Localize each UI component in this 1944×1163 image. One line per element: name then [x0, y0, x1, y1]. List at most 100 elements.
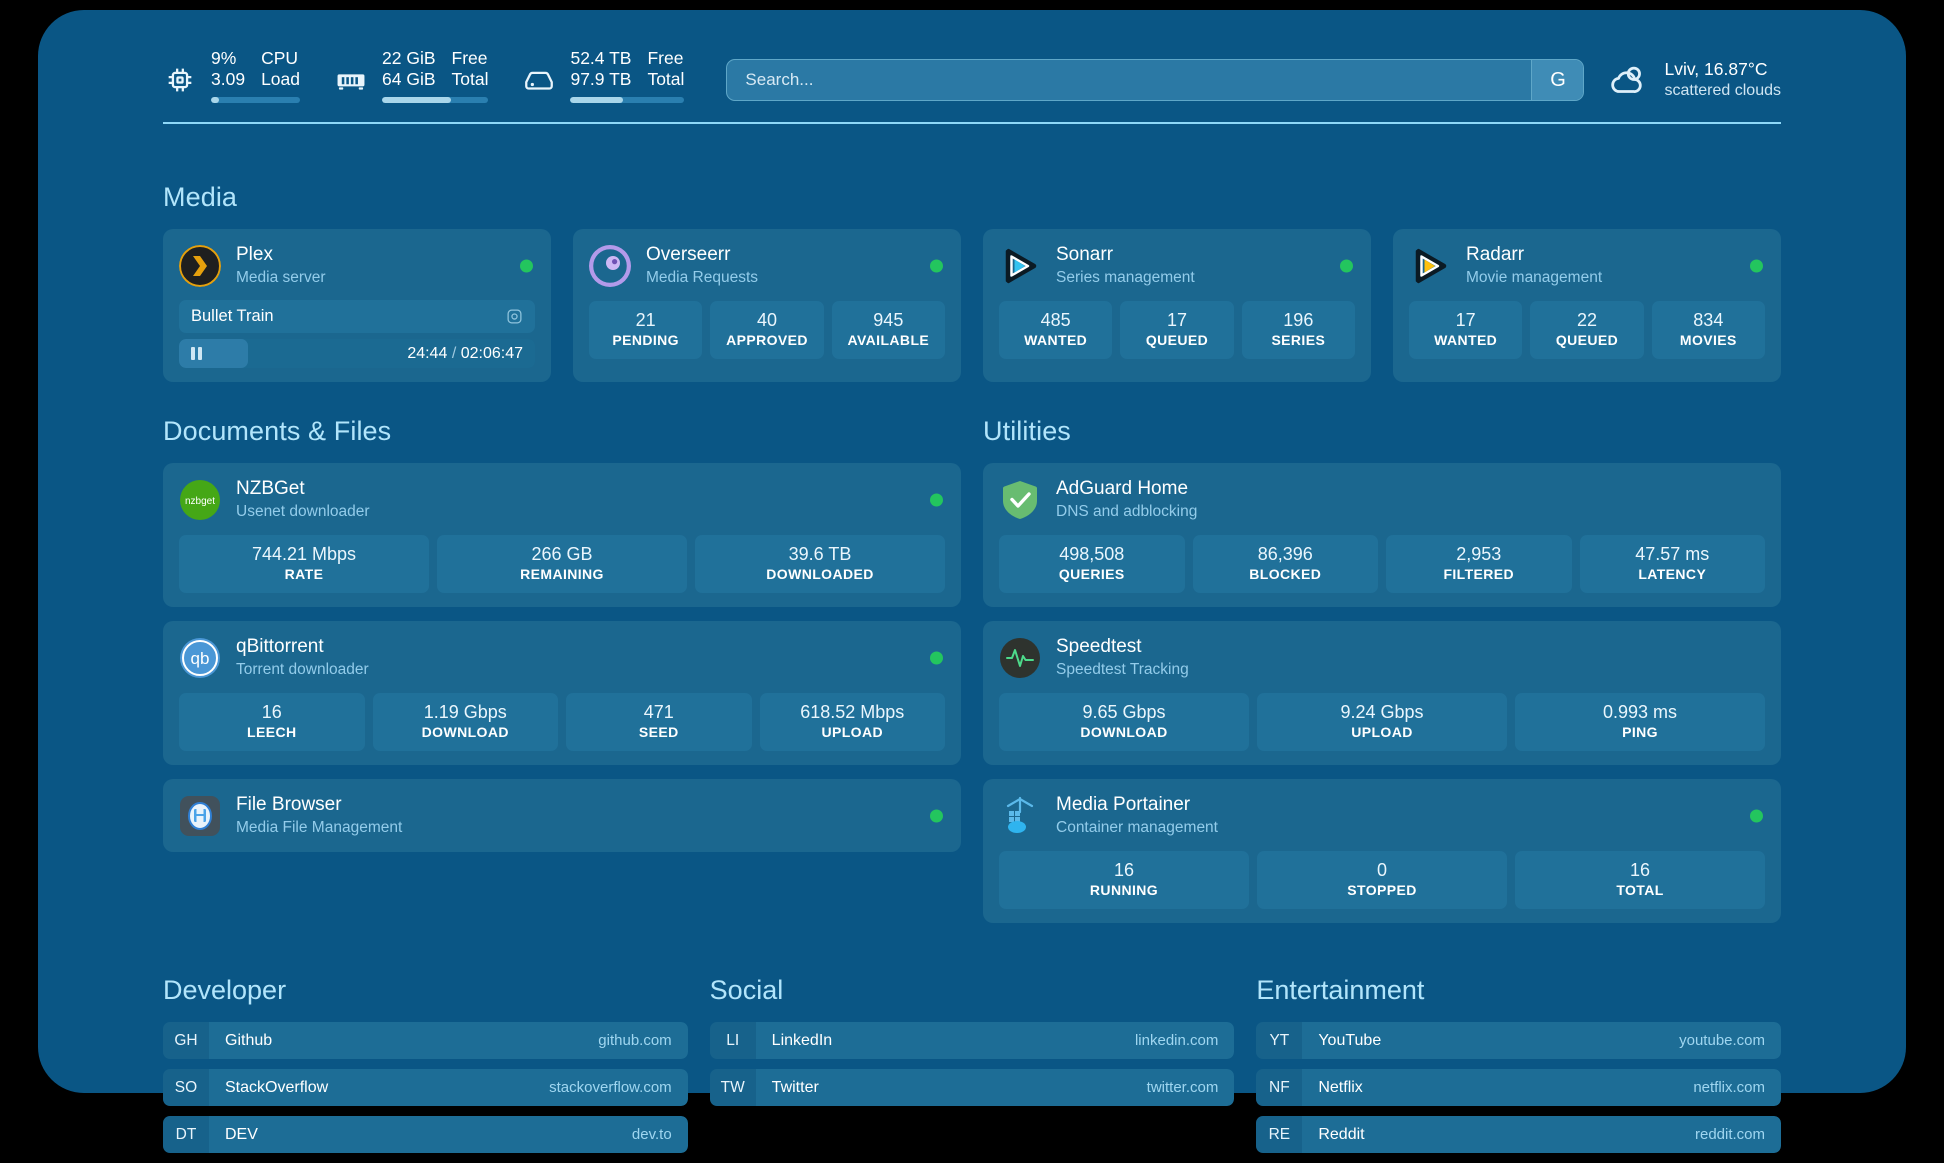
bookmark-item-twitter[interactable]: TW Twitter twitter.com — [709, 1069, 1235, 1106]
memory-value-bottom: 64 GiB — [382, 68, 436, 89]
bookmark-name: Github — [225, 1031, 273, 1049]
stat-value: 744.21 Mbps — [251, 544, 357, 564]
stat-value: 2,953 — [1456, 544, 1502, 564]
adguard-name: AdGuard Home — [1056, 478, 1189, 499]
nzbget-desc: Usenet downloader — [236, 503, 370, 520]
cpu-icon — [163, 63, 197, 97]
card-adguard[interactable]: AdGuard Home DNS and adblocking 498,508 … — [983, 463, 1781, 607]
svg-text:nzbget: nzbget — [185, 496, 215, 507]
status-badge-nzbget — [930, 493, 943, 506]
bookmark-item-linkedin[interactable]: LI LinkedIn linkedin.com — [709, 1022, 1235, 1059]
weather-condition: scattered clouds — [1664, 82, 1781, 99]
bookmark-url: twitter.com — [1146, 1079, 1219, 1096]
system-stat-memory: 22 GiB Free 64 GiB Total — [334, 48, 489, 113]
bookmark-item-reddit[interactable]: RE Reddit reddit.com — [1256, 1116, 1782, 1153]
bookmark-url: youtube.com — [1679, 1032, 1766, 1049]
plex-elapsed: 24:44 — [407, 344, 448, 362]
status-badge-sonarr — [1340, 259, 1353, 272]
search-input[interactable] — [727, 60, 1532, 100]
stat-item: 266 GB REMAINING — [437, 535, 687, 593]
stat-label: RATE — [284, 566, 324, 582]
portainer-texts: Media Portainer Container management — [1056, 793, 1218, 838]
card-overseerr-header: Overseerr Media Requests — [589, 243, 945, 288]
qbittorrent-icon: qb — [179, 637, 221, 679]
plex-texts: Plex Media server — [236, 243, 326, 288]
weather-widget: Lviv, 16.87°C scattered clouds — [1606, 58, 1781, 102]
status-badge-filebrowser — [930, 809, 943, 822]
disk-label-bottom: Total — [647, 68, 685, 89]
nzbget-icon: nzbget — [179, 479, 221, 521]
status-badge-radarr — [1750, 259, 1763, 272]
card-qbittorrent[interactable]: qb qBittorrent Torrent downloader 16 LEE… — [163, 621, 961, 765]
card-portainer[interactable]: Media Portainer Container management 16 … — [983, 779, 1781, 923]
plex-progress-bar[interactable]: 24:44 / 02:06:47 — [179, 339, 535, 368]
bookmark-item-github[interactable]: GH Github github.com — [163, 1022, 688, 1059]
card-filebrowser-header: File Browser Media File Management — [179, 793, 945, 838]
stat-value: 17 — [1166, 310, 1187, 330]
stat-label: DOWNLOAD — [1080, 724, 1168, 740]
stat-value: 9.24 Gbps — [1340, 702, 1424, 722]
stat-value: 471 — [643, 702, 674, 722]
bookmark-item-netflix[interactable]: NF Netflix netflix.com — [1256, 1069, 1782, 1106]
bookmark-name: LinkedIn — [771, 1031, 833, 1049]
nzbget-stats: 744.21 Mbps RATE 266 GB REMAINING 39.6 T… — [179, 535, 945, 593]
card-speedtest[interactable]: Speedtest Speedtest Tracking 9.65 Gbps D… — [983, 621, 1781, 765]
card-overseerr[interactable]: Overseerr Media Requests 21 PENDING 40 A… — [573, 229, 961, 382]
search-bar[interactable]: G — [726, 59, 1585, 101]
plex-time-separator: / — [451, 344, 457, 362]
card-plex[interactable]: Plex Media server Bullet Train — [163, 229, 551, 382]
stat-value: 485 — [1040, 310, 1071, 330]
status-badge-overseerr — [930, 259, 943, 272]
stat-label: STOPPED — [1347, 882, 1417, 898]
stat-label: UPLOAD — [821, 724, 883, 740]
bookmark-group-title: Developer — [163, 975, 287, 1005]
bookmark-url: stackoverflow.com — [549, 1079, 672, 1096]
card-filebrowser[interactable]: File Browser Media File Management — [163, 779, 961, 852]
bookmark-name: YouTube — [1318, 1031, 1382, 1049]
search-provider-button[interactable]: G — [1531, 60, 1584, 100]
qbittorrent-stats: 16 LEECH 1.19 Gbps DOWNLOAD 471 SEED 6 — [179, 693, 945, 751]
stat-label: FILTERED — [1443, 566, 1515, 582]
gear-icon[interactable] — [506, 308, 523, 325]
bookmark-name: DEV — [225, 1125, 258, 1143]
card-sonarr[interactable]: Sonarr Series management 485 WANTED 17 Q… — [983, 229, 1371, 382]
bookmark-item-youtube[interactable]: YT YouTube youtube.com — [1256, 1022, 1782, 1059]
stat-item: 16 TOTAL — [1515, 851, 1765, 909]
qbittorrent-texts: qBittorrent Torrent downloader — [236, 635, 369, 680]
stat-item: 86,396 BLOCKED — [1192, 535, 1378, 593]
cloud-icon — [1606, 58, 1650, 102]
card-sonarr-header: Sonarr Series management — [999, 243, 1355, 288]
bookmark-main: Reddit reddit.com — [1302, 1116, 1782, 1153]
dashboard-frame: 9% CPU 3.09 Load 22 GiB — [38, 10, 1906, 1153]
portainer-icon — [999, 795, 1041, 837]
pause-icon[interactable] — [191, 347, 202, 360]
stat-label: SEED — [638, 724, 679, 740]
plex-name: Plex — [236, 244, 273, 265]
bookmarks-grid: Developer GH Github github.com SO StackO… — [163, 975, 1782, 1163]
bookmark-item-dev[interactable]: DT DEV dev.to — [163, 1116, 688, 1153]
header-bar: 9% CPU 3.09 Load 22 GiB — [163, 38, 1781, 124]
card-nzbget[interactable]: nzbget NZBGet Usenet downloader 744.21 M… — [163, 463, 961, 607]
radarr-texts: Radarr Movie management — [1466, 243, 1602, 288]
stat-label: LATENCY — [1638, 566, 1707, 582]
media-cards-row: Plex Media server Bullet Train — [163, 229, 1781, 382]
adguard-texts: AdGuard Home DNS and adblocking — [1056, 477, 1197, 522]
stat-item: 0.993 ms PING — [1515, 693, 1765, 751]
card-adguard-header: AdGuard Home DNS and adblocking — [999, 477, 1765, 522]
bookmark-item-stackoverflow[interactable]: SO StackOverflow stackoverflow.com — [163, 1069, 688, 1106]
stat-value: 86,396 — [1257, 544, 1313, 564]
card-radarr[interactable]: Radarr Movie management 17 WANTED 22 QUE… — [1393, 229, 1781, 382]
cpu-label-top: CPU — [261, 47, 299, 68]
bookmark-group-title: Social — [709, 975, 784, 1005]
bookmark-abbr: YT — [1256, 1022, 1303, 1059]
stat-item: 17 QUEUED — [1120, 301, 1234, 359]
bookmark-main: YouTube youtube.com — [1302, 1022, 1782, 1059]
stat-item: 21 PENDING — [589, 301, 703, 359]
stat-label: WANTED — [1024, 332, 1088, 348]
portainer-stats: 16 RUNNING 0 STOPPED 16 TOTAL — [999, 851, 1765, 909]
bookmark-abbr: TW — [709, 1069, 756, 1106]
disk-usage-bar — [570, 96, 685, 103]
bookmark-main: StackOverflow stackoverflow.com — [209, 1069, 688, 1106]
speedtest-texts: Speedtest Speedtest Tracking — [1056, 635, 1189, 680]
stat-label: LEECH — [247, 724, 297, 740]
